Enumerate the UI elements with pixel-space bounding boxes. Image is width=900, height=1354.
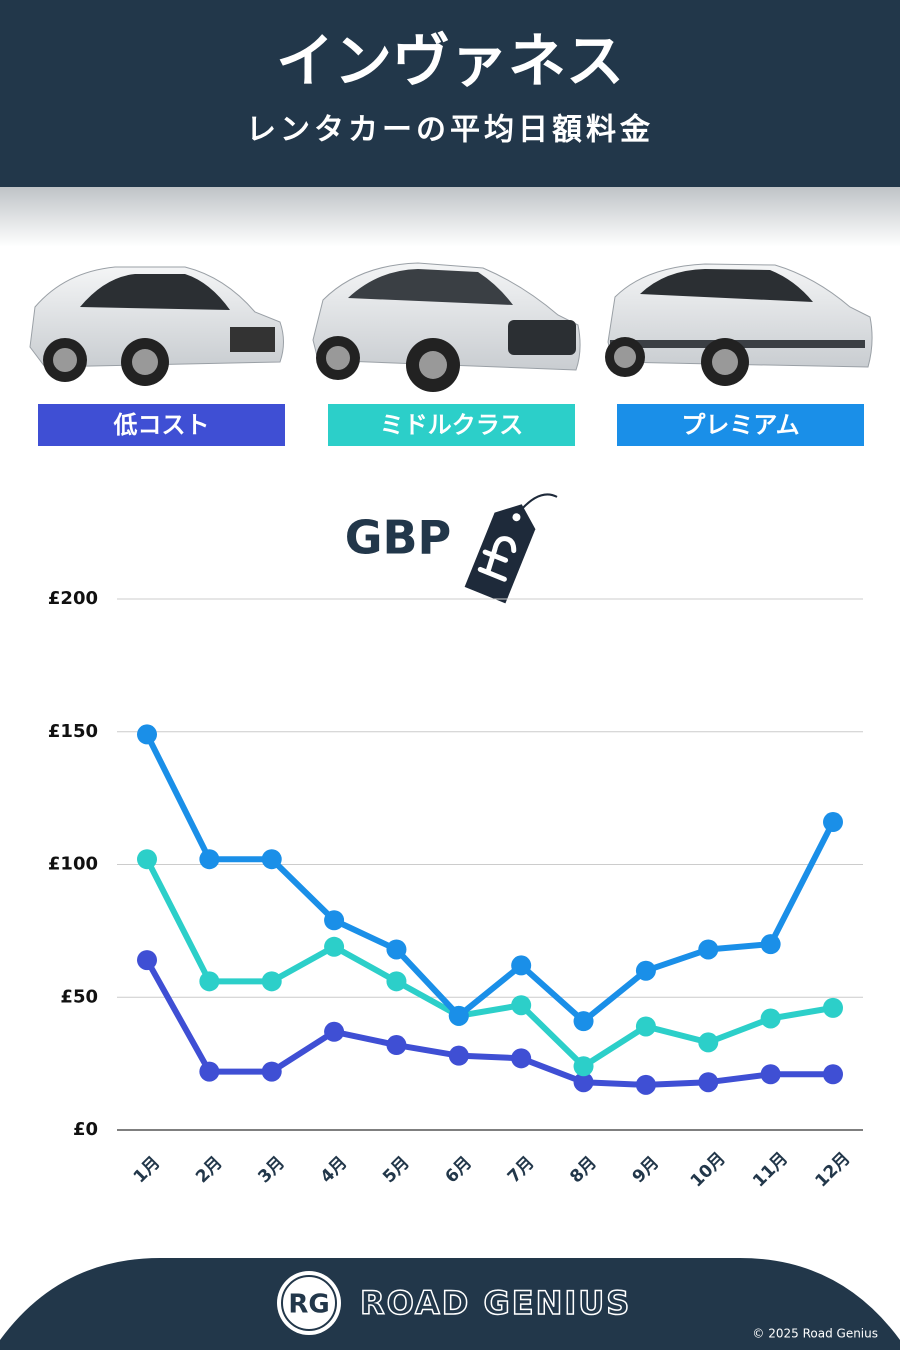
logo-ring bbox=[281, 1275, 337, 1331]
data-point bbox=[137, 724, 157, 745]
data-point bbox=[137, 950, 157, 971]
copyright: © 2025 Road Genius bbox=[752, 1327, 878, 1341]
subtitle: レンタカーの平均日額料金 bbox=[246, 113, 654, 148]
data-point bbox=[199, 1061, 220, 1082]
data-point bbox=[823, 997, 843, 1018]
series-line bbox=[144, 957, 836, 1088]
data-point bbox=[760, 1064, 781, 1085]
data-point bbox=[635, 1016, 656, 1037]
logo: RG bbox=[288, 1290, 329, 1320]
car-mid bbox=[312, 262, 581, 392]
data-point bbox=[698, 1072, 719, 1093]
x-tick-label: 12月 bbox=[812, 1149, 855, 1192]
x-tick-label: 8月 bbox=[566, 1153, 601, 1188]
data-point bbox=[760, 1008, 781, 1029]
data-point bbox=[760, 934, 781, 955]
data-point bbox=[823, 812, 843, 833]
series-line bbox=[144, 731, 836, 1025]
data-point bbox=[324, 1021, 345, 1042]
x-tick-label: 7月 bbox=[504, 1153, 539, 1188]
data-point bbox=[448, 1045, 469, 1066]
logo-circle bbox=[277, 1271, 341, 1335]
title: インヴァネス bbox=[276, 27, 624, 95]
data-point bbox=[448, 1005, 469, 1026]
data-point bbox=[261, 1061, 282, 1082]
x-tick-label: 9月 bbox=[629, 1153, 664, 1188]
data-point bbox=[261, 971, 282, 992]
data-point bbox=[324, 936, 345, 957]
x-tick-label: 4月 bbox=[317, 1153, 352, 1188]
car-low bbox=[29, 266, 284, 386]
data-point bbox=[573, 1056, 594, 1077]
data-point bbox=[386, 971, 407, 992]
footer-band bbox=[0, 1258, 900, 1350]
y-tick-label: £0 bbox=[73, 1119, 98, 1140]
data-point bbox=[199, 971, 220, 992]
legend-label: ミドルクラス bbox=[380, 411, 524, 439]
data-point bbox=[635, 960, 656, 981]
y-tick-label: £200 bbox=[48, 588, 98, 609]
header-band bbox=[0, 0, 900, 187]
car-premium bbox=[605, 263, 873, 386]
legend-label: プレミアム bbox=[681, 411, 799, 439]
y-tick-label: £100 bbox=[48, 854, 98, 875]
x-tick-label: 2月 bbox=[192, 1153, 227, 1188]
data-point bbox=[137, 849, 157, 870]
currency-label: GBP bbox=[345, 511, 452, 565]
data-point bbox=[573, 1072, 594, 1093]
data-point bbox=[698, 939, 719, 960]
y-tick-label: £50 bbox=[60, 986, 98, 1007]
data-point bbox=[511, 1048, 532, 1069]
legend-swatch bbox=[38, 404, 285, 446]
x-tick-label: 1月 bbox=[130, 1153, 165, 1188]
series-line bbox=[144, 856, 836, 1070]
data-point bbox=[386, 939, 407, 960]
y-tick-label: £150 bbox=[48, 721, 98, 742]
data-point bbox=[511, 995, 532, 1016]
plot: 低コスト ミドルクラス プレミアム £0 £50 £100 £150 £200 1月 2月 3月 4月… bbox=[38, 404, 864, 1191]
price-tag bbox=[464, 493, 558, 604]
data-point bbox=[698, 1032, 719, 1053]
data-point bbox=[199, 849, 220, 870]
x-tick-label: 10月 bbox=[687, 1149, 730, 1192]
data-point bbox=[635, 1074, 656, 1095]
car-illustrations bbox=[29, 262, 873, 392]
data-point bbox=[261, 849, 282, 870]
x-tick-label: 3月 bbox=[254, 1153, 289, 1188]
legend-swatch bbox=[617, 404, 864, 446]
data-point bbox=[823, 1064, 843, 1085]
data-point bbox=[324, 910, 345, 931]
x-tick-label: 11月 bbox=[749, 1149, 792, 1192]
data-point bbox=[573, 1011, 594, 1032]
legend-label: 低コスト bbox=[113, 411, 210, 439]
x-tick-label: 6月 bbox=[442, 1153, 477, 1188]
legend-swatch bbox=[328, 404, 575, 446]
data-point bbox=[511, 955, 532, 976]
header-shadow bbox=[0, 187, 900, 247]
data-point bbox=[386, 1035, 407, 1056]
brand: ROAD GENIUS bbox=[360, 1284, 631, 1322]
x-tick-label: 5月 bbox=[379, 1153, 414, 1188]
